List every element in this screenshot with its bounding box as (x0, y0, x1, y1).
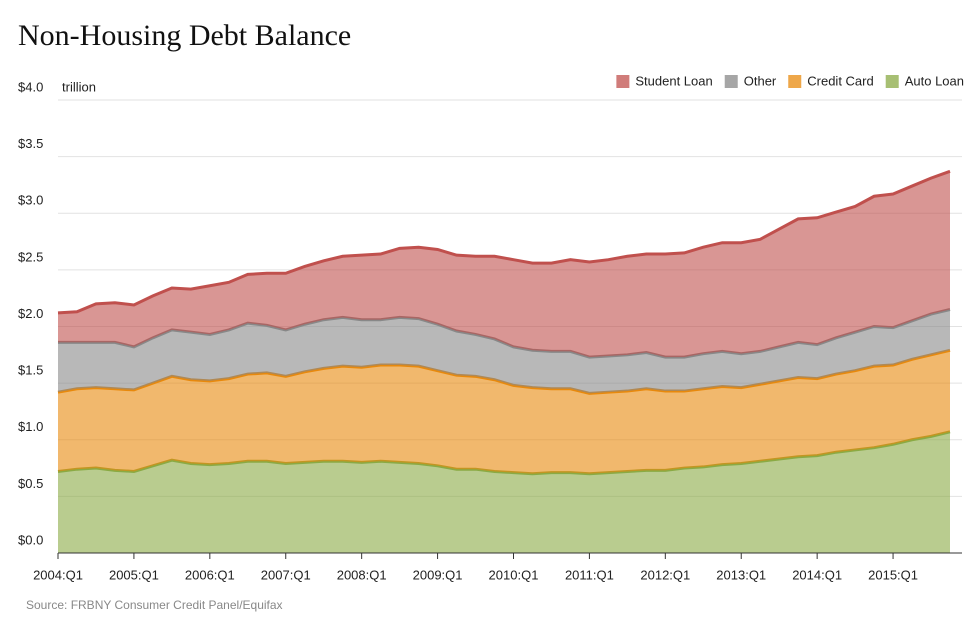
legend-swatch (885, 75, 899, 88)
area (58, 171, 950, 358)
x-tick-label: 2011:Q1 (565, 567, 614, 582)
x-tick-label: 2006:Q1 (185, 567, 235, 582)
chart-title: Non-Housing Debt Balance (18, 19, 351, 52)
x-tick-label: 2008:Q1 (337, 567, 387, 582)
x-tick-label: 2010:Q1 (489, 567, 539, 582)
y-tick-label: $2.0 (18, 306, 43, 321)
legend-label: Other (744, 73, 777, 88)
unit-label: trillion (62, 79, 96, 94)
x-tick-label: 2004:Q1 (33, 567, 83, 582)
legend-swatch (616, 75, 630, 88)
area-edge (57, 169, 951, 315)
y-tick-label: $2.5 (18, 249, 43, 264)
legend-swatch (788, 75, 802, 88)
x-tick-label: 2015:Q1 (868, 567, 918, 582)
legend-label: Credit Card (807, 73, 873, 88)
legend: Student Loan Other Credit Card Auto Loan (616, 73, 964, 88)
legend-label: Auto Loan (905, 73, 964, 88)
x-tick-label: 2009:Q1 (413, 567, 463, 582)
area (58, 431, 950, 553)
area (58, 350, 950, 474)
source: Source: FRBNY Consumer Credit Panel/Equi… (26, 598, 283, 612)
y-tick-label: $1.5 (18, 363, 43, 378)
y-tick-label: $3.5 (18, 136, 43, 151)
y-tick-label: $0.5 (18, 476, 43, 491)
legend-swatch (724, 75, 738, 88)
y-tick-label: $3.0 (18, 193, 43, 208)
legend-label: Student Loan (635, 73, 712, 88)
x-tick-label: 2012:Q1 (640, 567, 690, 582)
x-tick-label: 2014:Q1 (792, 567, 842, 582)
y-tick-label: $4.0 (18, 79, 43, 94)
x-tick-label: 2013:Q1 (716, 567, 766, 582)
x-tick-label: 2005:Q1 (109, 567, 159, 582)
y-tick-label: $1.0 (18, 419, 43, 434)
y-tick-label: $0.0 (18, 532, 43, 547)
x-tick-label: 2007:Q1 (261, 567, 311, 582)
area (58, 309, 950, 394)
